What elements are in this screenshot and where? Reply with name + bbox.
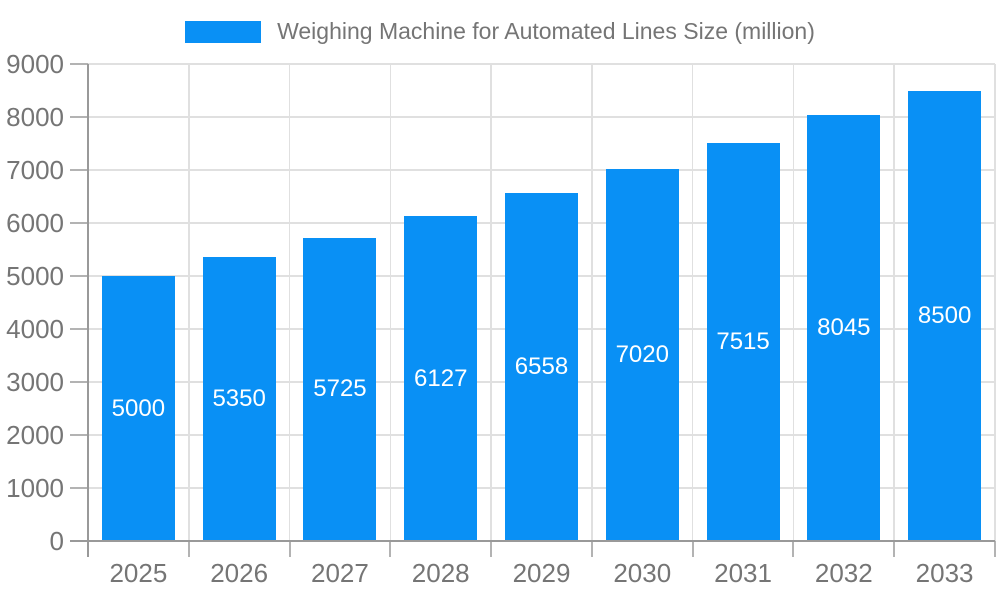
y-axis-label: 2000: [6, 420, 64, 450]
bar-value-label: 7020: [615, 340, 669, 368]
x-axis-label: 2031: [714, 558, 772, 588]
y-axis-tick: [70, 328, 88, 330]
x-axis-label: 2029: [512, 558, 571, 588]
y-axis-tick: [70, 381, 88, 383]
gridline-vertical: [591, 64, 593, 541]
bar[interactable]: 6127: [404, 216, 478, 541]
y-axis-label: 9000: [6, 49, 64, 79]
y-axis-label: 1000: [6, 473, 64, 503]
bar[interactable]: 5350: [202, 257, 276, 541]
bar[interactable]: 5000: [101, 276, 175, 541]
bar[interactable]: 8500: [908, 90, 982, 541]
bar-value-label: 6127: [414, 364, 468, 392]
legend-label: Weighing Machine for Automated Lines Siz…: [277, 18, 815, 44]
gridline-vertical: [288, 64, 291, 541]
gridline-horizontal: [88, 169, 995, 171]
y-axis-tick: [70, 63, 88, 65]
bar-value-label: 5350: [212, 385, 266, 413]
y-axis-label: 0: [49, 526, 64, 556]
x-axis-tick: [590, 541, 593, 557]
gridline-vertical: [188, 64, 190, 541]
y-axis-label: 6000: [6, 208, 64, 238]
x-axis-label: 2025: [109, 558, 168, 588]
bar-value-label: 5725: [313, 375, 367, 403]
x-axis-label: 2027: [311, 558, 369, 588]
gridline-horizontal: [88, 116, 995, 118]
bar-value-label: 8045: [817, 313, 871, 341]
bar[interactable]: 6558: [505, 193, 578, 541]
gridline-vertical: [691, 64, 694, 541]
x-axis-tick: [691, 541, 694, 557]
gridline-vertical: [893, 64, 895, 541]
x-axis-tick: [389, 541, 392, 557]
x-axis-tick: [994, 541, 996, 557]
y-axis-label: 4000: [6, 314, 64, 344]
x-axis-tick: [288, 541, 291, 557]
y-axis-line: [86, 64, 89, 557]
y-axis-tick: [70, 275, 88, 277]
x-axis-tick: [490, 541, 493, 557]
bar[interactable]: 7515: [706, 142, 780, 541]
gridline-vertical: [490, 64, 492, 541]
x-axis-label: 2033: [915, 558, 974, 588]
bar-value-label: 8500: [917, 301, 972, 329]
x-axis-tick: [187, 541, 190, 557]
y-axis-label: 3000: [6, 367, 64, 397]
bar[interactable]: 8045: [807, 114, 881, 541]
bar-value-label: 5000: [111, 394, 166, 422]
y-axis-tick: [70, 169, 88, 171]
bar[interactable]: 5725: [303, 237, 377, 541]
y-axis-label: 5000: [6, 261, 64, 291]
gridline-horizontal: [88, 63, 995, 65]
y-axis-tick: [70, 116, 88, 118]
legend-swatch-icon[interactable]: [185, 20, 262, 43]
gridline-vertical: [792, 64, 795, 541]
y-axis-tick: [70, 487, 88, 489]
y-axis-label: 7000: [6, 155, 64, 185]
x-axis-label: 2026: [210, 558, 269, 588]
x-axis-tick: [792, 541, 795, 557]
bar-value-label: 7515: [716, 327, 770, 355]
y-axis-tick: [70, 434, 88, 436]
gridline-vertical: [994, 64, 996, 541]
chart-legend[interactable]: Weighing Machine for Automated Lines Siz…: [0, 18, 1000, 44]
y-axis-label: 8000: [6, 102, 64, 132]
x-axis-label: 2032: [814, 558, 873, 588]
x-axis-line: [70, 540, 995, 542]
y-axis-tick: [70, 222, 88, 224]
x-axis-label: 2028: [411, 558, 470, 588]
x-axis-label: 2030: [613, 558, 672, 588]
bar[interactable]: 7020: [605, 168, 679, 541]
bar-value-label: 6558: [514, 353, 569, 381]
x-axis-tick: [893, 541, 896, 557]
gridline-vertical: [389, 64, 392, 541]
